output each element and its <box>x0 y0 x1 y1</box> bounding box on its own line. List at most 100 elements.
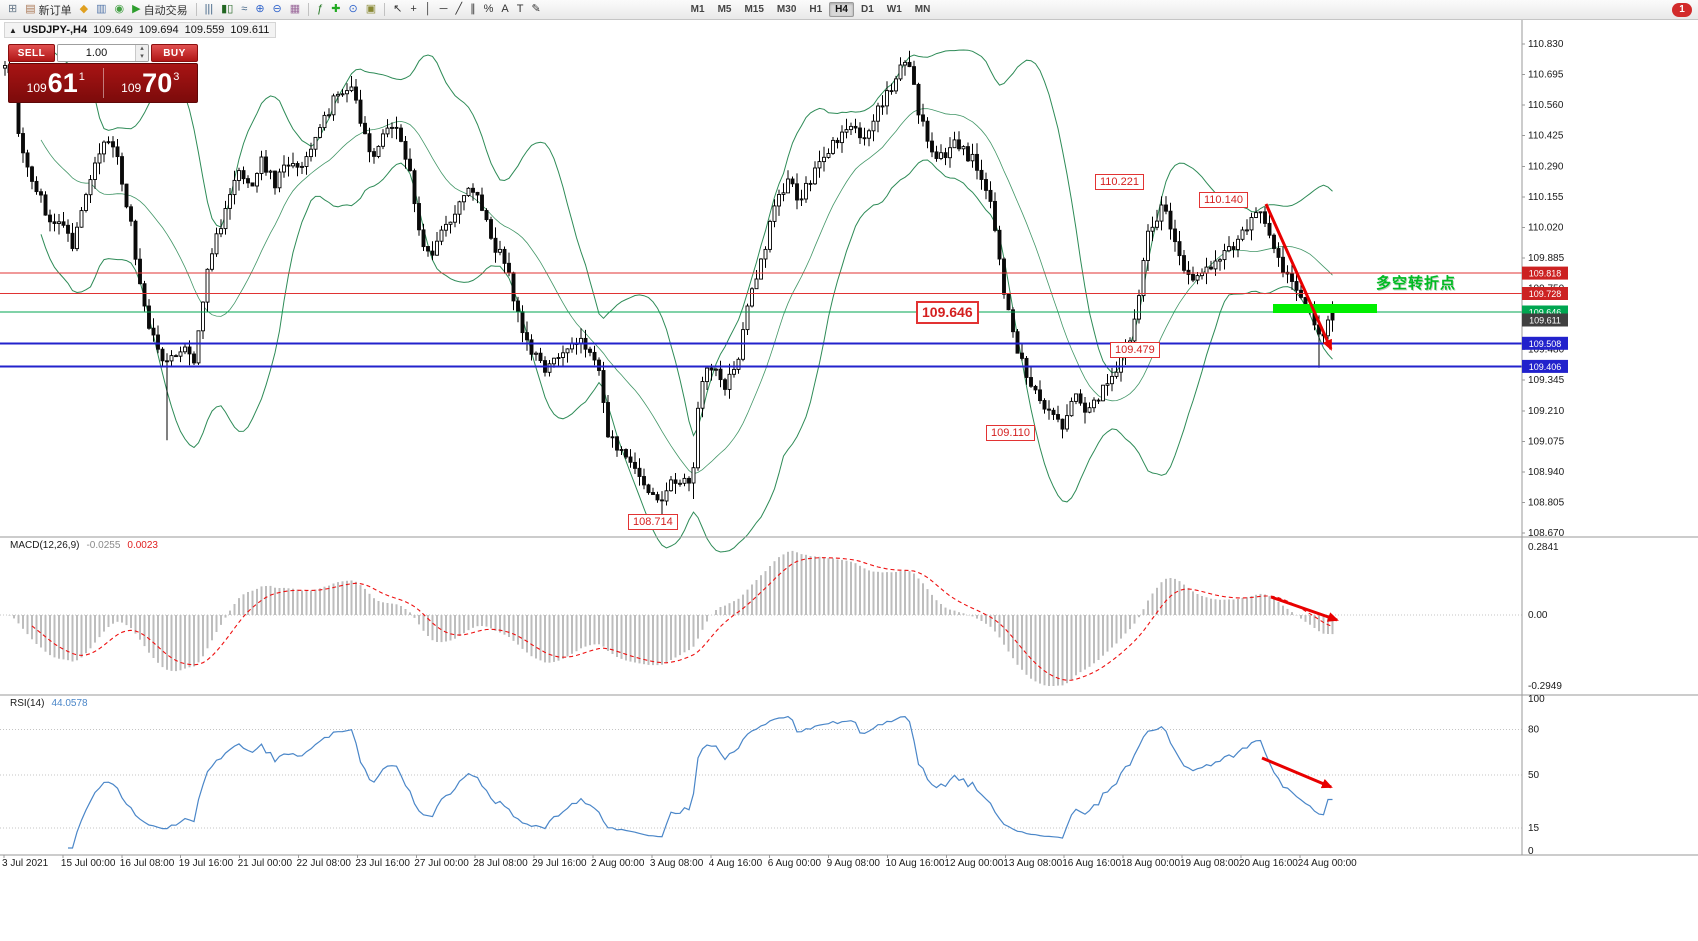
timeframe-h1-button[interactable]: H1 <box>809 4 823 15</box>
label-button[interactable]: T <box>514 1 527 18</box>
timeframe-d1-button[interactable]: D1 <box>860 4 874 15</box>
sell-price-big: 109 <box>26 80 47 95</box>
price-flag[interactable]: 108.714 <box>628 514 678 530</box>
channel-button[interactable]: ∥ <box>467 1 479 18</box>
price-flag[interactable]: 109.110 <box>986 425 1035 441</box>
svg-text:110.695: 110.695 <box>1528 70 1564 81</box>
horizontal-line-button-icon: ─ <box>439 3 448 15</box>
timeframe-m1-button[interactable]: M1 <box>690 4 705 15</box>
timeframe-m5-button[interactable]: M5 <box>717 4 732 15</box>
svg-text:21 Jul 00:00: 21 Jul 00:00 <box>238 858 293 869</box>
svg-text:80: 80 <box>1528 724 1540 735</box>
trendline-button[interactable]: ╱ <box>452 1 465 18</box>
bar-chart-button-icon: ||| <box>204 3 214 15</box>
text-button[interactable]: A <box>498 1 511 18</box>
navigator-button-icon: ◉ <box>114 3 125 15</box>
timeframe-w1-button[interactable]: W1 <box>886 4 902 15</box>
svg-text:0.2841: 0.2841 <box>1528 542 1559 553</box>
market-watch-button[interactable]: ▥ <box>93 1 109 18</box>
volume-decrease-button[interactable]: ▾ <box>136 53 148 61</box>
buy-quote-button[interactable]: 109 70 3 <box>104 64 198 102</box>
line-chart-button[interactable]: ≈ <box>238 1 250 18</box>
sell-button[interactable]: SELL <box>8 44 55 62</box>
new-order-button-icon: ▤ <box>25 3 36 15</box>
svg-text:109.345: 109.345 <box>1528 375 1565 386</box>
svg-text:2 Aug 00:00: 2 Aug 00:00 <box>591 858 645 869</box>
fibonacci-button[interactable]: % <box>481 1 497 18</box>
svg-text:108.670: 108.670 <box>1528 528 1565 539</box>
macd-indicator-label: MACD(12,26,9) -0.0255 0.0023 <box>8 540 160 551</box>
timeframe-m15-button[interactable]: M15 <box>744 4 764 15</box>
new-chart-button[interactable]: ⊞ <box>5 1 20 18</box>
alerts-button[interactable]: ◆ <box>77 1 91 18</box>
vertical-line-button[interactable]: │ <box>422 1 435 18</box>
volume-field[interactable]: ▴ ▾ <box>57 44 149 62</box>
svg-text:50: 50 <box>1528 770 1540 781</box>
notification-badge[interactable]: 1 <box>1672 2 1692 17</box>
symbol-marker-icon: ▲ <box>9 25 17 35</box>
volume-spinner: ▴ ▾ <box>135 45 148 61</box>
svg-text:20 Aug 16:00: 20 Aug 16:00 <box>1239 858 1298 869</box>
tile-windows-button-icon: ▦ <box>289 3 301 15</box>
timeframe-h4-button[interactable]: H4 <box>829 2 854 17</box>
svg-text:10 Aug 16:00: 10 Aug 16:00 <box>886 858 945 869</box>
main-toolbar: ⊞ ▤ 新订单 ◆ ▥ ◉ ▶ 自动交易 ||| ▮▯ ≈ ⊕ ⊖ ▦ ƒ ✚ ⊙ ▣ ↖ + │ ─ ╱ ∥% A T ✎ M1 M… <box>0 0 1698 20</box>
price-flag[interactable]: 109.479 <box>1110 342 1160 358</box>
svg-text:24 Aug 00:00: 24 Aug 00:00 <box>1298 858 1357 869</box>
trend-arrow[interactable] <box>1261 756 1333 789</box>
bollinger-lower-band <box>40 159 1333 553</box>
horizontal-line-button[interactable]: ─ <box>437 1 451 18</box>
svg-text:16 Aug 16:00: 16 Aug 16:00 <box>1062 858 1121 869</box>
volume-input[interactable] <box>58 45 135 61</box>
turning-point-annotation[interactable]: 多空转折点 <box>1376 275 1457 292</box>
price-flag[interactable]: 110.221 <box>1095 174 1144 190</box>
draw-button[interactable]: ✎ <box>528 1 543 18</box>
autotrading-button[interactable]: ▶ 自动交易 <box>129 1 190 18</box>
price-level-tag <box>1522 266 1568 280</box>
svg-text:0.00: 0.00 <box>1528 610 1548 621</box>
trend-arrow[interactable] <box>1270 595 1339 622</box>
price-flag[interactable]: 109.646 <box>916 301 979 324</box>
svg-text:108.940: 108.940 <box>1528 467 1565 478</box>
svg-text:23 Jul 16:00: 23 Jul 16:00 <box>355 858 410 869</box>
trendline-button-icon: ╱ <box>455 3 463 15</box>
sell-price-point: 1 <box>78 70 85 83</box>
svg-text:109.885: 109.885 <box>1528 253 1565 264</box>
add-indicator-button[interactable]: ✚ <box>328 1 343 18</box>
bollinger-upper-band <box>40 45 1333 437</box>
crosshair-button[interactable]: + <box>407 1 419 18</box>
current-price-tag <box>1522 313 1568 327</box>
rsi-indicator-label: RSI(14) 44.0578 <box>8 698 90 709</box>
symbol-period-label: USDJPY-,H4 <box>22 24 88 36</box>
buy-button[interactable]: BUY <box>151 44 198 62</box>
bar-chart-button[interactable]: ||| <box>202 1 217 18</box>
highlight-zone[interactable] <box>1273 304 1377 313</box>
macd-main-value: -0.0255 <box>86 540 121 551</box>
templates-button[interactable]: ▣ <box>363 1 379 18</box>
cursor-button[interactable]: ↖ <box>390 1 405 18</box>
svg-text:15: 15 <box>1528 823 1540 834</box>
timeframe-toolbar: M1 M5 M15 M30 H1 H4 D1 W1 MN <box>685 2 937 17</box>
navigator-button[interactable]: ◉ <box>112 1 128 18</box>
periods-button[interactable]: ⊙ <box>346 1 361 18</box>
zoom-out-button[interactable]: ⊖ <box>270 1 285 18</box>
indicators-button[interactable]: ƒ <box>314 1 326 18</box>
candlestick-chart-button-icon: ▮▯ <box>221 3 234 15</box>
timeframe-mn-button[interactable]: MN <box>914 4 931 15</box>
macd-title: MACD(12,26,9) <box>10 540 80 551</box>
autotrading-button-icon: ▶ <box>132 3 141 15</box>
timeframe-m30-button[interactable]: M30 <box>776 4 797 15</box>
price-flag[interactable]: 110.140 <box>1199 192 1248 208</box>
trend-arrow[interactable] <box>1264 203 1333 351</box>
sell-quote-button[interactable]: 109 61 1 <box>9 64 103 102</box>
svg-text:29 Jul 16:00: 29 Jul 16:00 <box>532 858 587 869</box>
tile-windows-button[interactable]: ▦ <box>287 1 303 18</box>
svg-text:6 Aug 00:00: 6 Aug 00:00 <box>768 858 822 869</box>
candlestick-chart-button[interactable]: ▮▯ <box>218 1 236 18</box>
volume-increase-button[interactable]: ▴ <box>136 45 148 53</box>
svg-text:3 Aug 08:00: 3 Aug 08:00 <box>650 858 704 869</box>
new-order-button[interactable]: ▤ 新订单 <box>22 1 74 18</box>
svg-text:100: 100 <box>1528 694 1545 705</box>
zoom-in-button[interactable]: ⊕ <box>252 1 267 18</box>
